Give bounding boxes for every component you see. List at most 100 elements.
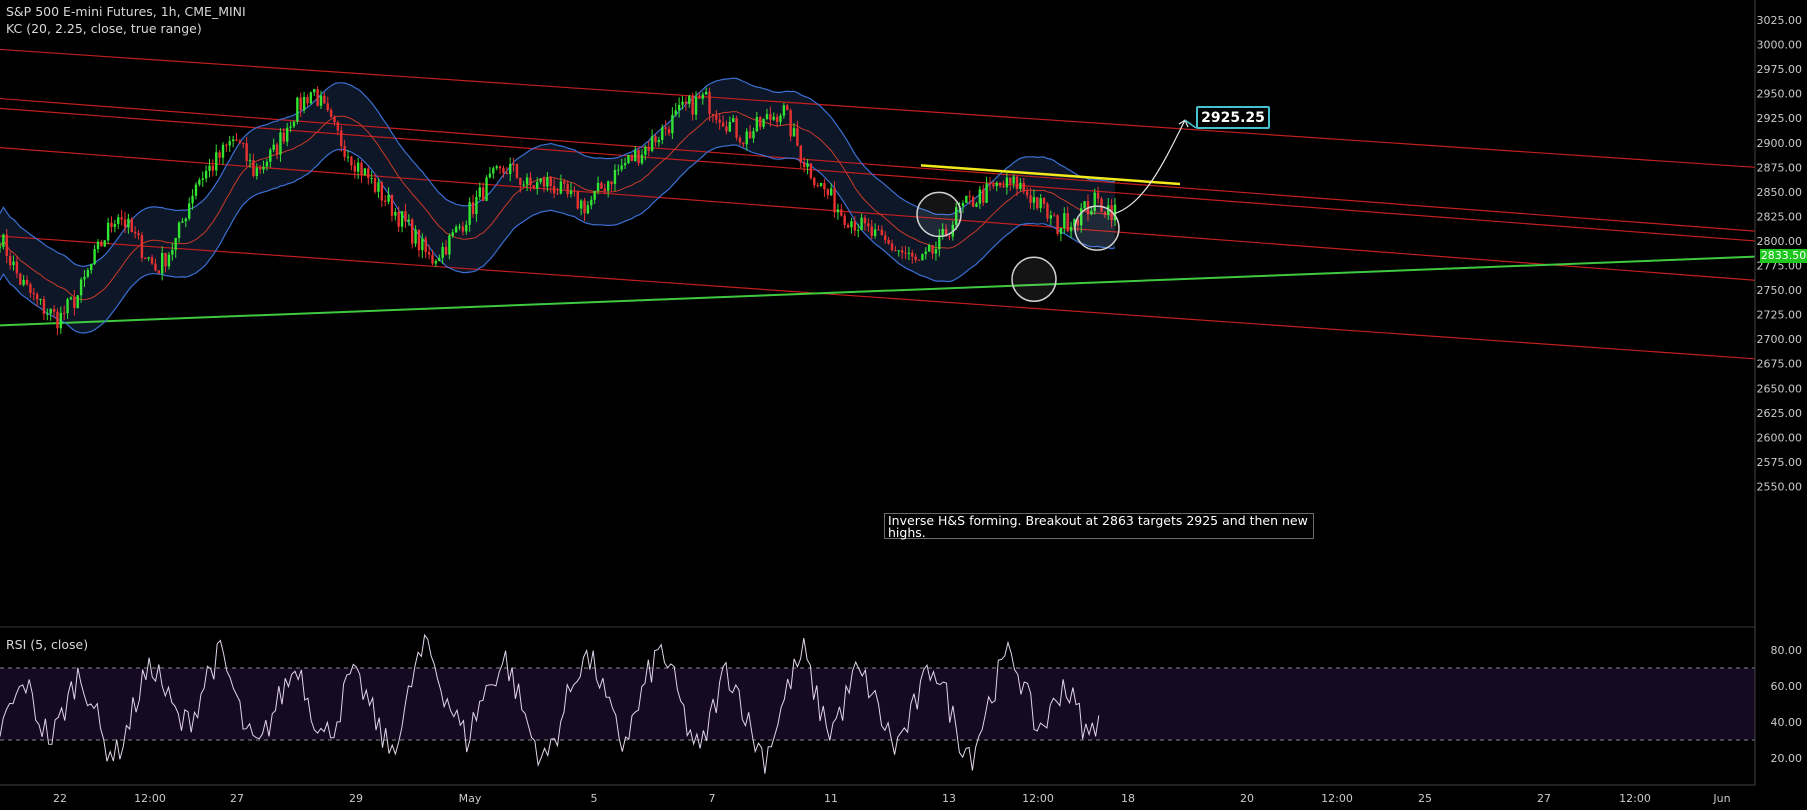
candle-body <box>282 132 286 142</box>
candle-body <box>296 97 299 122</box>
candle-body <box>519 177 522 185</box>
candle-body <box>52 308 56 312</box>
candle-body <box>380 182 384 201</box>
candle-body <box>1080 208 1083 226</box>
right-shoulder-marker <box>1074 205 1120 251</box>
candle-body <box>83 276 86 280</box>
candle-body <box>762 118 765 127</box>
candle-body <box>492 168 495 174</box>
candle-body <box>799 145 802 163</box>
candle-body <box>255 167 258 177</box>
candle-body <box>350 156 353 166</box>
candle-body <box>904 252 907 254</box>
candle-body <box>96 241 100 250</box>
channel-line-5 <box>0 235 1756 360</box>
candle-body <box>451 232 454 236</box>
candle-body <box>323 95 326 104</box>
candle-body <box>1036 197 1039 209</box>
time-tick-label: Jun <box>1712 792 1730 805</box>
time-tick-label: 12:00 <box>1619 792 1651 805</box>
candle-body <box>1113 204 1117 221</box>
candle-body <box>258 167 262 170</box>
candle-body <box>15 261 19 274</box>
indicator-label[interactable]: KC (20, 2.25, close, true range) <box>6 21 202 36</box>
candle-body <box>1009 177 1012 184</box>
candle-body <box>458 226 461 228</box>
candle-body <box>1002 185 1005 188</box>
candle-body <box>356 162 360 172</box>
price-tick-label: 2825.00 <box>1757 210 1803 223</box>
candle-body <box>779 115 782 122</box>
candle-body <box>890 243 894 251</box>
candle-body <box>1103 211 1107 215</box>
candle-body <box>228 141 231 146</box>
candle-body <box>370 177 373 179</box>
candle-body <box>566 183 569 195</box>
candle-body <box>22 279 25 285</box>
candle-body <box>552 185 556 194</box>
candle-body <box>840 209 843 216</box>
candle-body <box>698 97 701 99</box>
candle-body <box>353 165 356 172</box>
candle-body <box>167 254 171 267</box>
rsi-indicator-label[interactable]: RSI (5, close) <box>6 637 89 652</box>
candle-body <box>637 150 640 164</box>
candle-body <box>299 97 302 111</box>
candle-body <box>1090 210 1093 215</box>
candle-body <box>775 116 779 122</box>
candle-body <box>792 128 796 137</box>
candle-body <box>721 122 725 127</box>
candle-body <box>748 131 752 139</box>
candle-body <box>924 251 927 255</box>
candle-body <box>1056 215 1059 234</box>
candle-body <box>265 161 269 167</box>
candle-body <box>681 101 684 105</box>
candle-body <box>1063 213 1066 229</box>
candle-body <box>184 218 188 222</box>
candle-body <box>833 188 836 213</box>
candle-body <box>147 257 150 259</box>
candle-body <box>431 254 434 264</box>
candle-body <box>667 129 671 134</box>
candle-body <box>944 229 948 237</box>
candle-body <box>235 139 238 141</box>
candle-body <box>971 196 975 207</box>
candle-body <box>569 190 573 195</box>
candle-body <box>836 209 840 213</box>
candle-body <box>373 177 377 192</box>
candle-body <box>360 162 363 176</box>
candle-body <box>1110 205 1113 221</box>
candle-body <box>343 145 346 157</box>
last-price-tag: 2833.50 <box>1760 249 1807 263</box>
price-tick-label: 2800.00 <box>1757 235 1803 248</box>
candle-body <box>701 94 704 99</box>
candle-body <box>954 207 958 225</box>
candle-body <box>593 190 596 200</box>
candle-body <box>759 116 762 127</box>
chart-note[interactable]: Inverse H&S forming. Breakout at 2863 ta… <box>884 513 1314 539</box>
candle-body <box>931 245 934 254</box>
price-axis: 3025.00 3000.00 2975.00 2950.00 2925.00 2900.… <box>1754 0 1803 785</box>
price-pane[interactable] <box>0 48 1756 628</box>
target-price-label[interactable]: 2925.25 <box>1196 106 1270 129</box>
candle-body <box>745 131 748 145</box>
price-tick-label: 2700.00 <box>1757 333 1803 346</box>
candle-body <box>576 191 579 209</box>
candle-body <box>123 219 127 228</box>
candle-body <box>488 173 492 178</box>
candle-body <box>275 144 279 155</box>
candle-body <box>394 211 397 216</box>
candle-body <box>485 177 488 201</box>
time-tick-label: 20 <box>1240 792 1254 805</box>
rsi-tick-label: 80.00 <box>1771 644 1803 657</box>
time-tick-label: 12:00 <box>1321 792 1353 805</box>
candle-body <box>438 257 441 262</box>
candle-body <box>823 182 826 190</box>
candle-body <box>718 119 721 123</box>
candle-body <box>772 116 775 120</box>
candle-body <box>421 238 424 251</box>
symbol-title[interactable]: S&P 500 E-mini Futures, 1h, CME_MINI <box>6 4 246 19</box>
rsi-pane[interactable] <box>0 633 1755 774</box>
candle-body <box>941 229 944 236</box>
